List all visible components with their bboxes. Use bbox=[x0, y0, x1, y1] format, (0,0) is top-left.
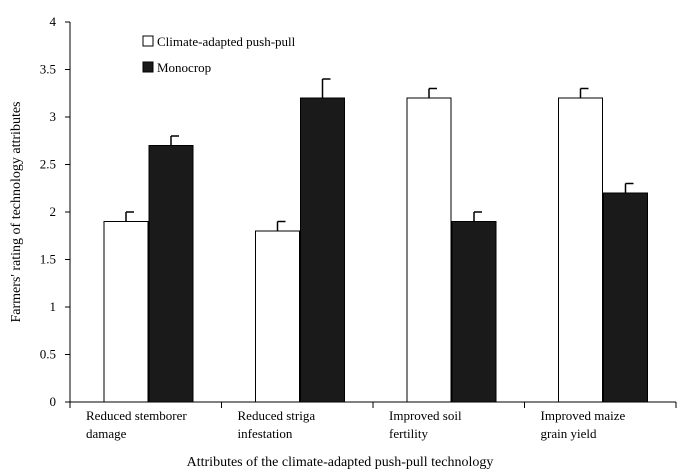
legend-swatch bbox=[142, 61, 154, 73]
bar-push-pull bbox=[255, 230, 300, 403]
y-tick-label: 3 bbox=[50, 109, 57, 124]
x-category-label: damage bbox=[86, 426, 127, 441]
x-category-label: infestation bbox=[238, 426, 293, 441]
bar-monocrop bbox=[451, 221, 497, 403]
legend-swatch bbox=[142, 35, 154, 47]
bars bbox=[103, 78, 648, 403]
y-tick-label: 3.5 bbox=[40, 62, 56, 77]
x-axis-title: Attributes of the climate-adapted push-p… bbox=[187, 455, 494, 470]
y-tick-label: 1.5 bbox=[40, 252, 56, 267]
y-tick-label: 2 bbox=[50, 204, 57, 219]
x-category-label: Improved maize bbox=[541, 408, 626, 423]
bar-monocrop bbox=[148, 145, 194, 403]
legend-label: Climate-adapted push-pull bbox=[157, 34, 296, 49]
legend-label: Monocrop bbox=[157, 60, 211, 75]
y-tick-label: 4 bbox=[50, 14, 57, 29]
x-category-label: Improved soil bbox=[389, 408, 462, 423]
bar-push-pull bbox=[103, 221, 149, 403]
x-category-label: grain yield bbox=[541, 426, 597, 441]
y-axis: 0 0.5 1 1.5 2 2.5 3 3.5 4 bbox=[40, 14, 71, 409]
x-category-label: Reduced striga bbox=[238, 408, 316, 423]
bar-monocrop bbox=[603, 192, 648, 403]
y-tick-label: 0.5 bbox=[40, 347, 56, 362]
x-axis: Reduced stemborer damage Reduced striga inf… bbox=[69, 401, 677, 441]
x-category-label: Reduced stemborer bbox=[86, 408, 187, 423]
bar-push-pull bbox=[558, 97, 603, 403]
legend: Climate-adapted push-pull Monocrop bbox=[142, 34, 296, 75]
bar-push-pull bbox=[406, 97, 452, 403]
y-tick-label: 0 bbox=[50, 394, 57, 409]
x-category-label: fertility bbox=[389, 426, 428, 441]
y-tick-label: 1 bbox=[50, 299, 57, 314]
y-tick-label: 2.5 bbox=[40, 157, 56, 172]
bar-monocrop bbox=[300, 97, 345, 403]
y-axis-title: Farmers' rating of technology attributes bbox=[9, 101, 24, 322]
